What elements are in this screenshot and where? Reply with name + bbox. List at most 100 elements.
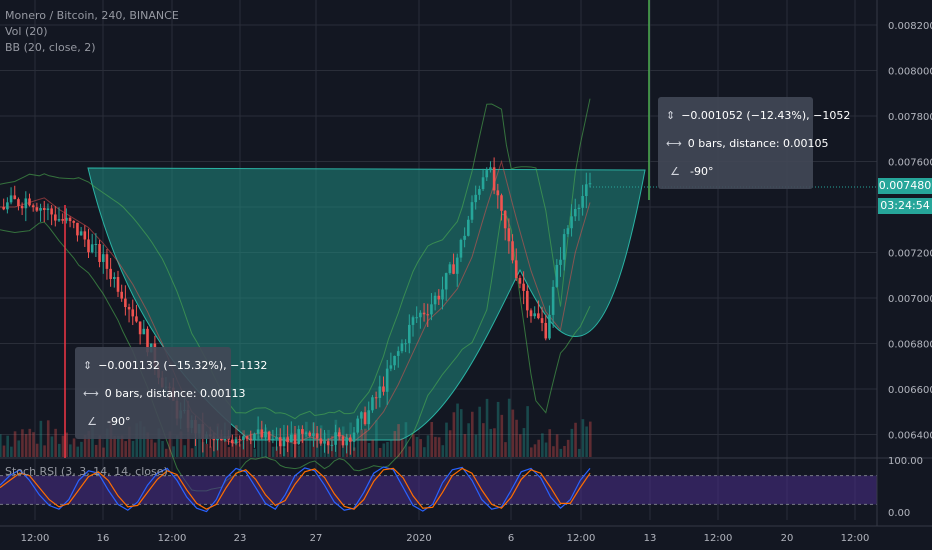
volume-bar (257, 435, 260, 457)
volume-bar (482, 423, 485, 457)
candle-body (337, 432, 341, 437)
volume-bar (430, 421, 434, 457)
volume-bar (0, 434, 2, 457)
volume-bar (120, 435, 124, 457)
volume-bar (24, 434, 28, 457)
bb-legend[interactable]: BB (20, close, 2) (5, 41, 96, 54)
volume-bar (559, 448, 563, 457)
measure-bars-row: ⟷ 0 bars, distance: 0.00105 (658, 129, 829, 157)
volume-bar (423, 447, 426, 457)
candle-body (124, 298, 127, 308)
volume-bar (533, 444, 537, 457)
volume-bar (83, 434, 87, 457)
volume-bar (305, 421, 308, 457)
volume-bar (6, 435, 9, 457)
candle-body (113, 277, 116, 279)
volume-bar (50, 436, 54, 457)
volume-bar (589, 421, 592, 457)
candle-body (349, 437, 352, 442)
candle-body (367, 410, 371, 425)
price-tick-label: 0.008000 (888, 67, 932, 78)
candle-body (393, 355, 396, 366)
volume-bar (164, 448, 168, 457)
candle-body (437, 295, 441, 300)
volume-bar (198, 429, 201, 457)
bars-distance-icon: ⟷ (83, 386, 99, 400)
symbol-legend[interactable]: Monero / Bitcoin, 240, BINANCE (5, 9, 179, 22)
volume-bar (404, 422, 408, 457)
candle-body (278, 437, 282, 447)
volume-bar (504, 442, 507, 457)
candle-body (463, 235, 466, 240)
time-tick-label: 20 (781, 533, 794, 544)
volume-bar (434, 436, 437, 457)
candle-body (330, 444, 334, 446)
candle-body (459, 239, 463, 258)
volume-bar (209, 446, 212, 457)
volume-legend[interactable]: Vol (20) (5, 25, 48, 38)
volume-bar (493, 428, 496, 457)
candle-body (39, 208, 42, 211)
candle-body (444, 273, 448, 290)
volume-bar (105, 428, 109, 457)
candle-body (2, 207, 5, 210)
measure-lines[interactable] (64, 0, 877, 458)
volume-bar (507, 398, 511, 457)
candle-body (356, 418, 359, 433)
candle-body (61, 219, 64, 221)
volume-bar (13, 431, 17, 457)
range-arrows-icon: ⇕ (83, 358, 93, 372)
candle-body (323, 441, 326, 444)
candle-body (537, 313, 540, 319)
volume-bar (478, 406, 481, 457)
volume-bar (80, 441, 83, 457)
volume-bar (176, 435, 179, 457)
candle-body (496, 190, 500, 196)
volume-bar (555, 434, 559, 457)
volume-bar (98, 435, 102, 457)
candle-body (304, 432, 308, 434)
candle-body (467, 219, 470, 236)
volume-bar (526, 406, 529, 457)
stoch-tick-label: 100.00 (888, 456, 923, 467)
volume-bar (308, 435, 312, 457)
volume-bar (264, 427, 268, 457)
measure-range-text: −0.001132 (−15.32%), −1132 (98, 358, 268, 372)
volume-bar (566, 439, 570, 457)
candle-body (378, 386, 382, 398)
stoch-rsi-legend[interactable]: Stoch RSI (3, 3, 14, 14, close) (5, 465, 168, 478)
time-axis[interactable]: 12:00 16 12:00 23 27 2020 6 12:00 13 12:00 20 12:00 (0, 525, 932, 544)
candle-body (478, 189, 481, 195)
volume-bar (142, 426, 146, 457)
volume-bar (544, 442, 548, 457)
volume-bar (260, 438, 264, 457)
volume-bar (530, 447, 533, 457)
volume-bar (467, 423, 470, 457)
volume-bar (35, 443, 39, 457)
candle-body (441, 289, 444, 300)
volume-bar (61, 435, 65, 457)
volume-bar (153, 442, 157, 457)
candle-body (216, 437, 219, 441)
candle-body (105, 254, 109, 269)
candle-body (42, 208, 46, 211)
candle-body (31, 205, 35, 208)
candle-body (551, 286, 555, 315)
volume-bar (552, 446, 555, 457)
candle-body (282, 437, 286, 447)
volume-bar (32, 432, 35, 457)
volume-bar (400, 438, 404, 457)
time-tick-label: 13 (644, 533, 657, 544)
candle-body (264, 431, 267, 438)
angle-icon: ∠ (87, 414, 97, 428)
candle-body (24, 198, 28, 209)
time-tick-label: 6 (508, 533, 514, 544)
volume-bar (157, 428, 161, 457)
candle-body (404, 343, 407, 345)
volume-bar (102, 447, 105, 457)
candle-body (127, 307, 131, 310)
volume-bar (150, 439, 153, 457)
candle-body (389, 365, 393, 369)
volume-bar (43, 445, 46, 457)
